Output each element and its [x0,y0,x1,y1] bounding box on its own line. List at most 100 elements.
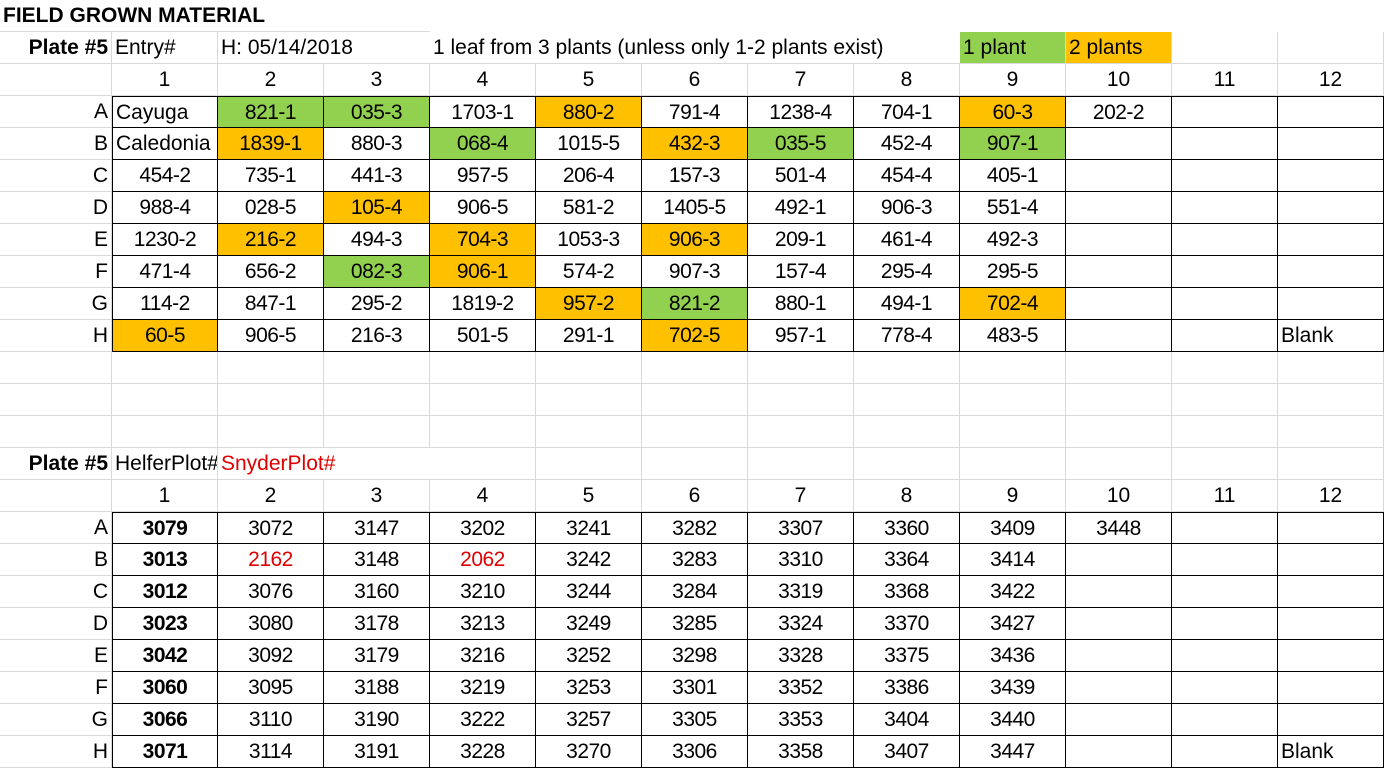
empty-cell[interactable] [430,416,536,448]
plate-cell[interactable]: 209-1 [748,224,854,256]
column-header[interactable]: 12 [1278,480,1384,512]
plate-cell[interactable]: 3066 [112,704,218,736]
plate-cell[interactable]: 3148 [324,544,430,576]
row-label[interactable]: D [0,608,112,640]
empty-cell[interactable] [1066,416,1172,448]
plate-cell[interactable] [1172,544,1278,576]
plate-cell[interactable]: 702-5 [642,320,748,352]
plate-cell[interactable]: 778-4 [854,320,960,352]
legend-one-plant[interactable]: 1 plant [960,32,1066,64]
plate-cell[interactable]: 3319 [748,576,854,608]
plate-cell[interactable] [1278,704,1384,736]
column-header[interactable]: 11 [1172,480,1278,512]
plate-cell[interactable]: 3244 [536,576,642,608]
plate-cell[interactable]: 3072 [218,512,324,544]
plate-cell[interactable] [1066,640,1172,672]
plate-cell[interactable]: 3407 [854,736,960,768]
plate-cell[interactable]: 3358 [748,736,854,768]
plate-cell[interactable]: 494-3 [324,224,430,256]
plate-cell[interactable]: 735-1 [218,160,324,192]
empty-cell[interactable] [0,416,112,448]
plate1-entry-label[interactable]: Entry# [112,32,218,64]
plate-cell[interactable]: 295-2 [324,288,430,320]
empty-cell[interactable] [1278,448,1384,480]
empty-cell[interactable] [960,448,1066,480]
plate-cell[interactable]: 3071 [112,736,218,768]
column-header[interactable]: 4 [430,480,536,512]
plate-cell[interactable]: 957-2 [536,288,642,320]
empty-cell[interactable] [324,352,430,384]
empty-cell[interactable] [536,448,642,480]
plate-cell[interactable]: 483-5 [960,320,1066,352]
empty-cell[interactable] [218,416,324,448]
plate-cell[interactable]: 3427 [960,608,1066,640]
plate-cell[interactable] [1278,544,1384,576]
row-label[interactable]: D [0,192,112,224]
plate-cell[interactable]: 3095 [218,672,324,704]
plate-cell[interactable] [1172,576,1278,608]
column-header[interactable]: 6 [642,480,748,512]
plate-cell[interactable]: 3213 [430,608,536,640]
column-header[interactable]: 5 [536,64,642,96]
empty-cell[interactable] [642,384,748,416]
plate-cell[interactable] [1066,736,1172,768]
plate-cell[interactable] [1172,736,1278,768]
plate-cell[interactable]: 3283 [642,544,748,576]
row-label[interactable]: F [0,672,112,704]
empty-cell[interactable] [112,416,218,448]
empty-cell[interactable] [854,416,960,448]
plate-cell[interactable]: 3012 [112,576,218,608]
column-header[interactable]: 2 [218,64,324,96]
plate-cell[interactable]: 501-4 [748,160,854,192]
plate-cell[interactable]: 105-4 [324,192,430,224]
column-header[interactable]: 7 [748,480,854,512]
plate-cell[interactable]: 3386 [854,672,960,704]
empty-cell[interactable] [960,384,1066,416]
plate-cell[interactable]: 906-1 [430,256,536,288]
plate-cell[interactable] [1278,224,1384,256]
empty-cell[interactable] [1278,416,1384,448]
plate-cell[interactable]: 3210 [430,576,536,608]
plate-cell[interactable]: 3306 [642,736,748,768]
plate-cell[interactable]: 3439 [960,672,1066,704]
plate-cell[interactable]: 3353 [748,704,854,736]
plate-cell[interactable]: 3352 [748,672,854,704]
plate-cell[interactable]: 880-3 [324,128,430,160]
plate-cell[interactable]: 3202 [430,512,536,544]
plate-cell[interactable]: 3092 [218,640,324,672]
plate-cell[interactable]: 1015-5 [536,128,642,160]
plate-cell[interactable] [1278,608,1384,640]
plate-cell[interactable]: 3310 [748,544,854,576]
plate-cell[interactable]: 1703-1 [430,96,536,128]
plate-cell[interactable]: 494-1 [854,288,960,320]
empty-cell[interactable] [1172,448,1278,480]
plate-cell[interactable] [1066,672,1172,704]
empty-cell[interactable] [1278,32,1384,64]
empty-cell[interactable] [960,352,1066,384]
empty-cell[interactable] [748,352,854,384]
plate1-date-label[interactable]: H: 05/14/2018 [218,32,430,64]
plate-cell[interactable]: 1238-4 [748,96,854,128]
plate-cell[interactable]: 157-3 [642,160,748,192]
empty-cell[interactable] [642,352,748,384]
plate-cell[interactable] [1066,128,1172,160]
empty-cell[interactable] [1172,384,1278,416]
plate-cell[interactable]: 082-3 [324,256,430,288]
plate-cell[interactable]: 405-1 [960,160,1066,192]
empty-cell[interactable] [960,416,1066,448]
plate-cell[interactable] [1172,704,1278,736]
plate-cell[interactable] [1066,288,1172,320]
column-header[interactable]: 10 [1066,480,1172,512]
row-label[interactable]: C [0,576,112,608]
row-label[interactable]: G [0,288,112,320]
plate-cell[interactable]: 2062 [430,544,536,576]
plate-cell[interactable]: 3284 [642,576,748,608]
empty-cell[interactable] [1066,352,1172,384]
plate-cell[interactable]: 3422 [960,576,1066,608]
plate-cell[interactable]: 3190 [324,704,430,736]
plate-cell[interactable]: 432-3 [642,128,748,160]
plate-cell[interactable] [1066,160,1172,192]
plate-cell[interactable]: 704-1 [854,96,960,128]
column-header[interactable]: 1 [112,64,218,96]
